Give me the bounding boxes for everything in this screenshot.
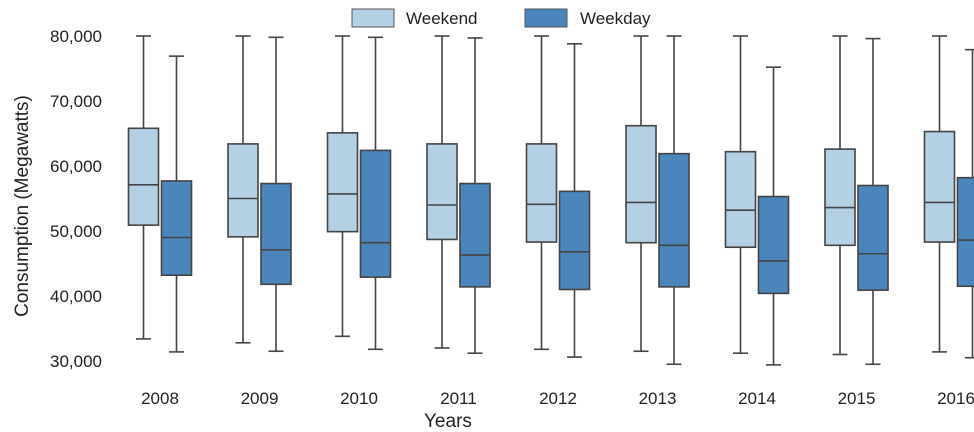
y-tick-label: 70,000 [50,92,102,111]
box-weekend-2012 [525,35,558,351]
legend-swatch-weekday [524,8,568,28]
x-tick-label: 2016 [937,389,974,408]
y-tick-label: 80,000 [50,27,102,46]
box-iqr [459,182,491,288]
x-tick-label: 2008 [141,389,179,408]
x-tick-label: 2014 [738,389,776,408]
box-iqr [625,124,657,244]
box-iqr [227,143,259,238]
box-iqr [757,195,790,295]
box-weekend-2008 [127,35,160,340]
x-axis: 2008 2009 2010 2011 2012 2013 2014 2015 2016 [141,389,974,408]
x-axis-title: Years [424,411,472,432]
box-iqr [160,180,193,276]
legend-label-weekday: Weekday [580,9,651,28]
box-weekend-2009 [227,35,259,344]
box-iqr [724,150,757,249]
box-iqr [956,176,974,288]
box-weekday-2012 [558,42,591,358]
box-iqr [658,152,690,288]
x-tick-label: 2009 [241,389,279,408]
box-weekend-2014 [724,35,757,355]
box-iqr [326,132,359,233]
box-iqr [857,184,889,291]
y-axis: 30,000 40,000 50,000 60,000 70,000 80,000 [50,27,102,371]
x-tick-label: 2011 [440,389,477,408]
box-iqr [359,149,392,278]
box-weekday-2011 [459,37,491,355]
box-iqr [525,143,558,243]
x-tick-label: 2012 [539,389,577,408]
x-tick-label: 2010 [340,389,378,408]
box-weekday-2013 [658,35,690,366]
y-tick-label: 30,000 [50,352,102,371]
y-tick-label: 40,000 [50,287,102,306]
box-iqr [923,130,956,243]
box-weekend-2016 [923,35,956,353]
y-tick-label: 50,000 [50,222,102,241]
box-weekend-2010 [326,35,359,338]
plot-area [127,35,974,366]
box-weekend-2011 [426,35,458,349]
box-iqr [260,182,292,286]
box-weekday-2016 [956,48,974,359]
y-axis-title: Consumption (Megawatts) [12,95,33,317]
box-weekday-2014 [757,66,790,366]
box-weekend-2013 [625,35,657,353]
x-tick-label: 2015 [838,389,876,408]
y-tick-label: 60,000 [50,157,102,176]
x-tick-label: 2013 [639,389,677,408]
legend: Weekend Weekday [351,8,651,28]
box-iqr [824,148,856,247]
box-iqr [558,190,591,291]
legend-label-weekend: Weekend [406,9,478,28]
box-iqr [426,143,458,241]
box-iqr [127,127,160,226]
box-weekday-2008 [160,55,193,353]
box-weekday-2010 [359,36,392,351]
box-weekday-2015 [857,37,889,366]
box-weekday-2009 [260,36,292,353]
legend-swatch-weekend [351,8,395,28]
box-weekend-2015 [824,35,856,356]
